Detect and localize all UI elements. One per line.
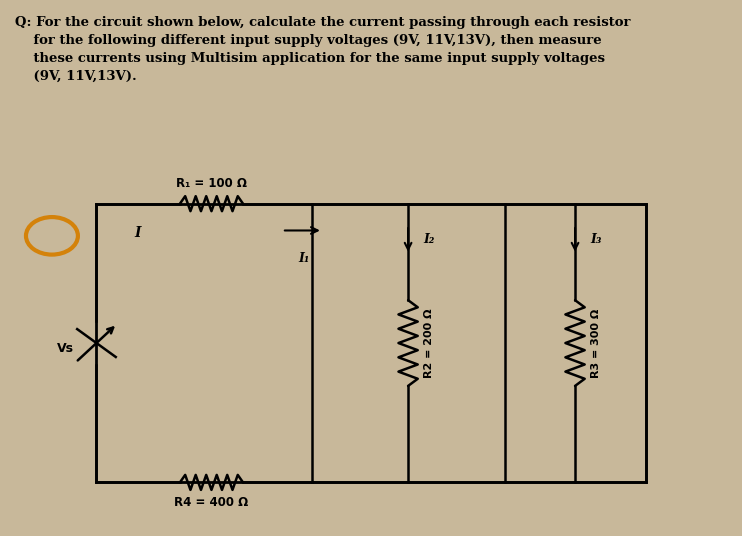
Text: R4 = 400 Ω: R4 = 400 Ω [174, 496, 249, 509]
Text: Vs: Vs [57, 342, 74, 355]
Text: I₂: I₂ [423, 233, 434, 247]
Text: R₁ = 100 Ω: R₁ = 100 Ω [176, 177, 247, 190]
Text: Q: For the circuit shown below, calculate the current passing through each resis: Q: For the circuit shown below, calculat… [15, 16, 631, 83]
Text: R2 = 200 Ω: R2 = 200 Ω [424, 308, 434, 378]
Bar [96, 204, 646, 482]
Text: I₁: I₁ [298, 252, 310, 265]
Text: I: I [134, 226, 140, 240]
Text: I₃: I₃ [590, 233, 601, 247]
Text: R3 = 300 Ω: R3 = 300 Ω [591, 308, 601, 378]
